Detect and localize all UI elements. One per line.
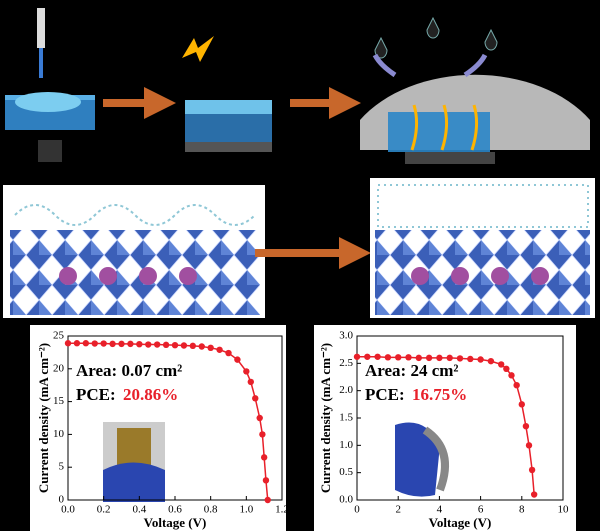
structure-illustration	[3, 178, 595, 318]
data-point	[136, 341, 143, 348]
pce-annotation: PCE:	[76, 385, 116, 404]
y-axis-label: Current density (mA cm⁻²)	[318, 343, 333, 493]
data-point	[207, 344, 214, 352]
data-point	[260, 454, 268, 461]
pce-value: 16.75%	[412, 385, 467, 404]
data-point	[82, 340, 90, 347]
data-point	[171, 341, 179, 349]
pce-value: 20.86%	[123, 385, 178, 404]
pce-annotation: PCE:	[365, 385, 405, 404]
y-tick-label: 15	[53, 395, 65, 407]
data-point	[247, 378, 254, 386]
data-point	[153, 341, 161, 348]
y-tick-label: 25	[53, 330, 65, 342]
y-axis-label: Current density (mA cm⁻²)	[36, 343, 51, 493]
area-annotation: Area: 24 cm²	[365, 361, 459, 380]
data-point	[518, 401, 525, 408]
data-point	[525, 442, 533, 449]
area-annotation: Area: 0.07 cm²	[76, 361, 182, 380]
y-tick-label: 0.0	[339, 494, 353, 506]
data-point	[180, 342, 188, 349]
x-axis-label: Voltage (V)	[144, 515, 207, 530]
x-tick-label: 1.2	[275, 504, 289, 516]
data-point	[456, 355, 464, 362]
data-point	[256, 414, 263, 422]
y-tick-label: 0	[59, 494, 65, 506]
data-point	[198, 343, 205, 350]
data-point	[508, 372, 515, 379]
data-point	[374, 353, 381, 360]
x-tick-label: 0	[354, 504, 360, 516]
x-axis-label: Voltage (V)	[429, 515, 492, 530]
data-point	[100, 340, 107, 347]
y-tick-label: 5	[59, 461, 65, 473]
data-point	[487, 357, 495, 365]
data-point	[73, 340, 81, 347]
data-point	[513, 382, 520, 389]
data-point	[91, 340, 98, 347]
data-point	[522, 423, 530, 430]
data-point	[145, 341, 152, 348]
data-point	[467, 355, 474, 363]
data-point	[446, 354, 453, 362]
inset-photo	[395, 422, 449, 497]
y-tick-label: 3.0	[339, 330, 353, 342]
y-tick-label: 10	[53, 428, 65, 440]
data-point	[262, 477, 270, 484]
data-point	[364, 353, 371, 360]
inset-photo	[103, 422, 165, 502]
x-tick-label: 1.0	[239, 504, 253, 516]
y-tick-label: 1.5	[339, 412, 353, 424]
data-point	[225, 349, 232, 357]
x-tick-label: 0.8	[204, 504, 218, 516]
data-point	[436, 354, 443, 362]
data-point	[498, 361, 505, 368]
process-illustration	[5, 8, 590, 164]
x-tick-label: 0.6	[168, 504, 182, 516]
data-point	[530, 491, 538, 498]
data-point	[127, 340, 134, 348]
data-point	[503, 365, 510, 372]
x-tick-label: 2	[395, 504, 401, 516]
x-tick-label: 8	[519, 504, 525, 516]
y-tick-label: 2.0	[339, 384, 353, 396]
data-point	[405, 354, 412, 361]
data-point	[189, 342, 197, 350]
data-point	[162, 341, 170, 349]
data-point	[118, 340, 125, 348]
x-tick-label: 0.0	[61, 504, 75, 516]
data-point	[264, 496, 271, 504]
data-point	[395, 354, 402, 361]
data-point	[425, 354, 433, 362]
data-point	[216, 346, 223, 353]
data-point	[64, 340, 72, 347]
data-point	[415, 354, 422, 362]
data-point	[477, 356, 484, 363]
y-tick-label: 0.5	[339, 466, 353, 478]
data-point	[259, 431, 266, 438]
data-point	[243, 368, 250, 375]
x-tick-label: 6	[478, 504, 484, 516]
data-point	[234, 356, 241, 363]
y-tick-label: 20	[53, 362, 65, 374]
data-point	[109, 340, 116, 348]
data-line	[68, 342, 269, 501]
x-tick-label: 10	[558, 504, 570, 516]
data-point	[252, 395, 259, 402]
data-point	[528, 466, 536, 474]
x-tick-label: 4	[437, 504, 443, 516]
y-tick-label: 2.5	[339, 357, 353, 369]
data-point	[353, 353, 361, 360]
x-tick-label: 0.4	[132, 504, 146, 516]
data-point	[384, 354, 392, 361]
y-tick-label: 1.0	[339, 439, 353, 451]
x-tick-label: 0.2	[97, 504, 111, 516]
